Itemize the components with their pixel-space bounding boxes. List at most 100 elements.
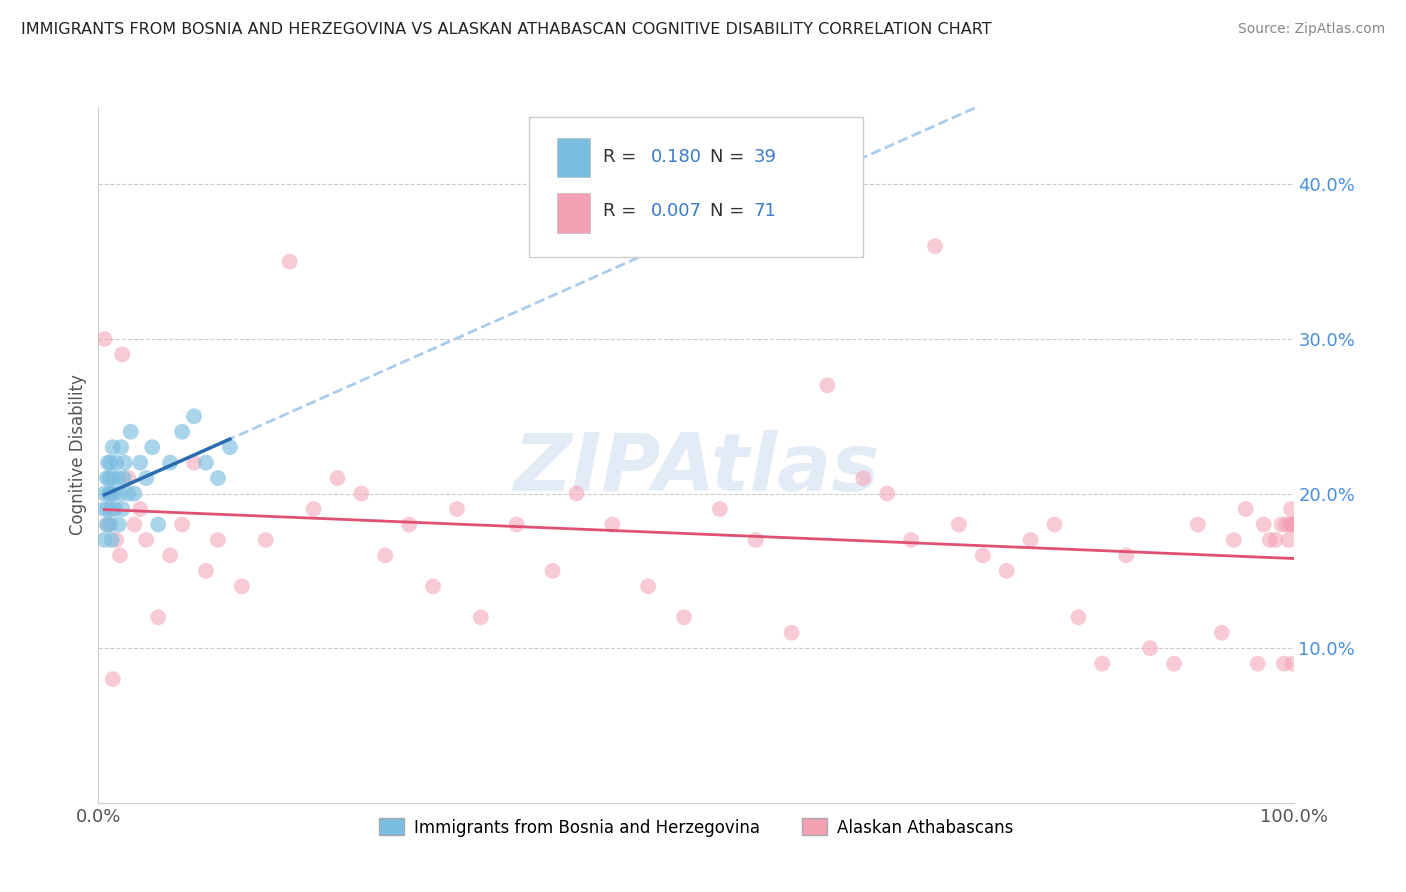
Point: [120, 425, 142, 439]
Point: [207, 533, 229, 547]
Point: [148, 610, 170, 624]
Point: [815, 378, 838, 392]
Point: [1279, 502, 1302, 516]
Point: [446, 502, 468, 516]
Point: [97, 456, 120, 470]
Point: [1271, 517, 1294, 532]
Point: [1281, 657, 1303, 671]
Point: [135, 471, 157, 485]
Point: [602, 517, 624, 532]
Point: [745, 533, 768, 547]
Point: [124, 486, 146, 500]
Point: [104, 502, 127, 516]
Point: [129, 456, 152, 470]
Point: [924, 239, 946, 253]
Point: [96, 471, 118, 485]
Point: [374, 549, 396, 563]
Point: [1234, 502, 1257, 516]
Text: 0.180: 0.180: [651, 148, 702, 166]
Point: [1043, 517, 1066, 532]
Point: [114, 456, 136, 470]
Point: [900, 533, 922, 547]
Point: [107, 471, 129, 485]
Point: [207, 471, 229, 485]
Point: [148, 517, 170, 532]
Point: [1281, 517, 1303, 532]
Point: [972, 549, 994, 563]
Legend: Immigrants from Bosnia and Herzegovina, Alaskan Athabascans: Immigrants from Bosnia and Herzegovina, …: [373, 812, 1019, 843]
Point: [183, 456, 205, 470]
FancyBboxPatch shape: [529, 118, 863, 257]
Point: [1115, 549, 1137, 563]
Point: [110, 440, 132, 454]
Point: [112, 471, 135, 485]
Point: [93, 502, 115, 516]
Point: [1264, 533, 1286, 547]
FancyBboxPatch shape: [557, 137, 589, 178]
Point: [254, 533, 277, 547]
Point: [101, 672, 124, 686]
Text: R =: R =: [603, 202, 641, 220]
Point: [1258, 533, 1281, 547]
Point: [948, 517, 970, 532]
Point: [101, 471, 124, 485]
Point: [159, 549, 181, 563]
Point: [780, 625, 803, 640]
Text: IMMIGRANTS FROM BOSNIA AND HERZEGOVINA VS ALASKAN ATHABASCAN COGNITIVE DISABILIT: IMMIGRANTS FROM BOSNIA AND HERZEGOVINA V…: [21, 22, 991, 37]
Point: [637, 579, 659, 593]
Point: [98, 456, 122, 470]
Point: [96, 517, 118, 532]
Point: [302, 502, 325, 516]
Point: [172, 425, 194, 439]
Point: [172, 517, 194, 532]
Point: [470, 610, 492, 624]
Point: [1253, 517, 1275, 532]
Point: [93, 533, 115, 547]
Point: [565, 486, 588, 500]
Point: [159, 456, 181, 470]
Point: [135, 533, 157, 547]
Point: [541, 564, 564, 578]
Point: [1139, 641, 1161, 656]
Point: [117, 486, 139, 500]
Point: [1163, 657, 1185, 671]
Point: [398, 517, 420, 532]
Point: [111, 347, 134, 361]
Point: [350, 486, 373, 500]
Point: [107, 517, 129, 532]
Point: [195, 456, 218, 470]
Text: 0.007: 0.007: [651, 202, 702, 220]
Text: N =: N =: [710, 148, 751, 166]
Point: [183, 409, 205, 424]
Point: [1282, 517, 1305, 532]
Point: [219, 440, 242, 454]
Point: [100, 502, 122, 516]
Point: [101, 440, 124, 454]
Point: [98, 517, 122, 532]
Point: [97, 517, 120, 532]
Point: [326, 471, 349, 485]
Point: [100, 533, 122, 547]
Point: [995, 564, 1018, 578]
Text: Source: ZipAtlas.com: Source: ZipAtlas.com: [1237, 22, 1385, 37]
Point: [105, 533, 128, 547]
Point: [1282, 517, 1305, 532]
Point: [111, 502, 134, 516]
Point: [195, 564, 218, 578]
Point: [1091, 657, 1114, 671]
Point: [103, 486, 125, 500]
Point: [1019, 533, 1042, 547]
Text: R =: R =: [603, 148, 641, 166]
Point: [231, 579, 253, 593]
Point: [278, 254, 301, 268]
Point: [108, 549, 131, 563]
Y-axis label: Cognitive Disability: Cognitive Disability: [69, 375, 87, 535]
Text: 71: 71: [754, 202, 776, 220]
Point: [108, 486, 131, 500]
Point: [1282, 517, 1305, 532]
Point: [1223, 533, 1246, 547]
Text: N =: N =: [710, 202, 751, 220]
Point: [876, 486, 898, 500]
Text: 39: 39: [754, 148, 776, 166]
Point: [709, 502, 731, 516]
